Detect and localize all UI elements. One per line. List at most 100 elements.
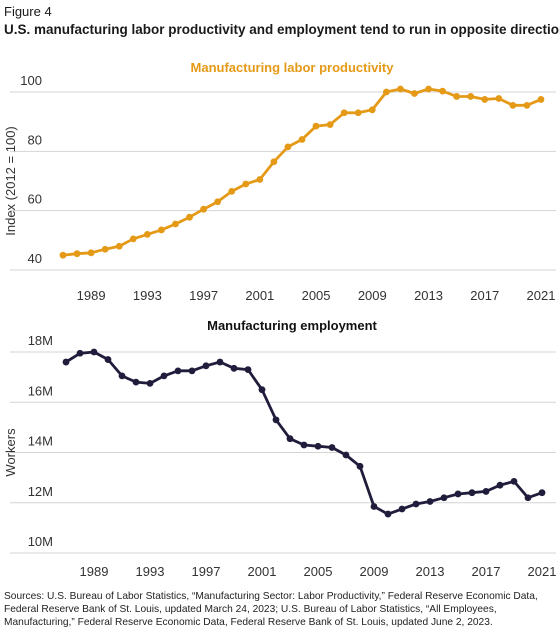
y-tick-label: 18M bbox=[28, 333, 53, 348]
data-point bbox=[242, 180, 250, 188]
data-point bbox=[186, 213, 193, 221]
data-point bbox=[342, 451, 350, 459]
data-point bbox=[524, 494, 532, 502]
data-point bbox=[272, 416, 280, 424]
data-point bbox=[356, 462, 364, 470]
data-point bbox=[368, 106, 376, 114]
data-point bbox=[270, 158, 278, 166]
y-tick-label: 100 bbox=[20, 73, 42, 88]
data-point bbox=[101, 245, 109, 253]
data-point bbox=[258, 386, 266, 394]
x-tick-label: 2021 bbox=[528, 564, 557, 579]
data-point bbox=[146, 380, 154, 387]
data-point bbox=[453, 93, 461, 100]
data-point bbox=[509, 101, 517, 109]
data-point bbox=[200, 205, 207, 213]
y-tick-label: 14M bbox=[28, 434, 53, 449]
data-point bbox=[300, 441, 308, 449]
data-point bbox=[538, 489, 546, 497]
x-tick-label: 1989 bbox=[80, 564, 109, 579]
data-point bbox=[104, 356, 112, 363]
sources-note: Sources: U.S. Bureau of Labor Statistics… bbox=[4, 591, 538, 628]
data-point bbox=[426, 498, 434, 505]
data-point bbox=[328, 444, 336, 451]
data-point bbox=[132, 378, 140, 386]
data-point bbox=[188, 367, 196, 375]
y-axis-label: Index (2012 = 100) bbox=[3, 126, 18, 236]
x-tick-label: 2013 bbox=[416, 564, 445, 579]
x-tick-label: 2001 bbox=[245, 288, 274, 303]
data-point bbox=[115, 242, 123, 250]
y-tick-label: 12M bbox=[28, 484, 53, 499]
data-point bbox=[216, 358, 224, 366]
data-point bbox=[87, 249, 95, 257]
chart-canvas: 40 60 80 100 Index (2012 = 100) Manufacturing… bbox=[3, 60, 557, 579]
x-tick-label: 2013 bbox=[414, 288, 443, 303]
data-point bbox=[439, 87, 446, 95]
data-point bbox=[256, 176, 264, 183]
data-point bbox=[481, 96, 489, 103]
data-point bbox=[523, 101, 531, 109]
x-tick-label: 1993 bbox=[133, 288, 162, 303]
figure-label: Figure 4 bbox=[4, 4, 52, 19]
data-point bbox=[384, 510, 392, 518]
data-point bbox=[496, 481, 504, 489]
data-point bbox=[382, 88, 390, 96]
data-point bbox=[172, 220, 179, 228]
x-tick-label: 2009 bbox=[360, 564, 389, 579]
x-tick-label: 2001 bbox=[248, 564, 277, 579]
y-tick-label: 80 bbox=[28, 132, 42, 147]
panel-title: Manufacturing employment bbox=[207, 318, 377, 333]
x-tick-label: 1993 bbox=[136, 564, 165, 579]
x-tick-label: 2017 bbox=[472, 564, 501, 579]
series-line bbox=[61, 87, 543, 257]
figure-title: U.S. manufacturing labor productivity an… bbox=[4, 22, 560, 37]
data-point bbox=[495, 95, 503, 102]
data-point bbox=[59, 251, 67, 259]
data-point bbox=[412, 500, 420, 508]
data-point bbox=[314, 442, 322, 450]
data-point bbox=[284, 143, 292, 151]
data-point bbox=[174, 367, 182, 375]
chart-panel-1: 40 60 80 100 Index (2012 = 100) Manufacturing… bbox=[3, 60, 556, 303]
data-point bbox=[90, 348, 98, 356]
data-point bbox=[312, 122, 320, 130]
data-point bbox=[202, 362, 210, 370]
data-point bbox=[482, 488, 490, 495]
y-tick-label: 40 bbox=[28, 251, 42, 266]
panel-title: Manufacturing labor productivity bbox=[191, 60, 395, 75]
x-tick-label: 1997 bbox=[189, 288, 218, 303]
data-point bbox=[425, 85, 432, 93]
data-point bbox=[370, 503, 378, 510]
y-axis-label: Workers bbox=[3, 428, 18, 477]
data-point bbox=[62, 358, 70, 366]
data-point bbox=[118, 372, 126, 380]
data-point bbox=[537, 96, 545, 103]
data-point bbox=[158, 226, 165, 234]
data-point bbox=[340, 109, 348, 117]
data-point bbox=[326, 121, 334, 129]
data-point bbox=[73, 250, 81, 258]
data-point bbox=[354, 109, 362, 117]
data-point bbox=[228, 187, 236, 195]
data-point bbox=[143, 231, 151, 238]
data-point bbox=[411, 90, 418, 97]
x-tick-label: 2021 bbox=[527, 288, 556, 303]
x-tick-label: 2005 bbox=[302, 288, 331, 303]
y-tick-label: 10M bbox=[28, 534, 53, 549]
data-point bbox=[160, 372, 168, 380]
x-tick-label: 2017 bbox=[470, 288, 499, 303]
data-point bbox=[214, 198, 222, 206]
x-tick-label: 2009 bbox=[358, 288, 387, 303]
data-point bbox=[398, 505, 406, 513]
data-point bbox=[467, 93, 475, 100]
data-point bbox=[230, 364, 238, 372]
x-tick-label: 1989 bbox=[77, 288, 106, 303]
data-point bbox=[76, 349, 84, 357]
y-tick-label: 60 bbox=[28, 192, 42, 207]
data-point bbox=[129, 235, 137, 243]
data-point bbox=[298, 136, 306, 143]
data-point bbox=[244, 366, 252, 373]
data-point bbox=[454, 490, 462, 498]
data-point bbox=[510, 477, 518, 485]
